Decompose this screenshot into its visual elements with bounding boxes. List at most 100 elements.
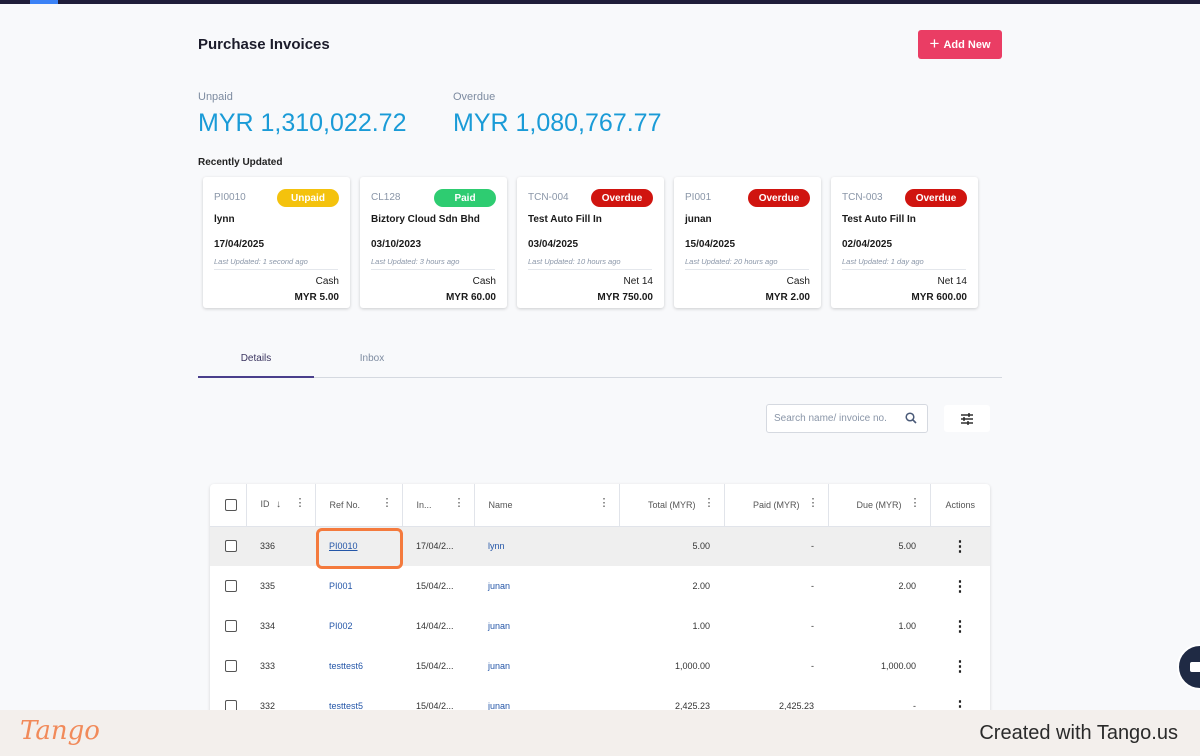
column-label: Name (488, 499, 513, 510)
row-checkbox[interactable] (225, 660, 237, 672)
tango-credit: Created with Tango.us (979, 722, 1178, 744)
cell-total: 1,000.00 (674, 661, 710, 671)
add-new-button[interactable]: + Add New (918, 30, 1002, 59)
column-header-id[interactable]: ID ↓ ⋮ (246, 484, 316, 527)
column-label: Due (MYR) (856, 499, 902, 510)
recent-invoice-card[interactable]: CL128 Paid Biztory Cloud Sdn Bhd 03/10/2… (360, 177, 507, 308)
card-updated: Last Updated: 3 hours ago (371, 257, 495, 270)
cell-name-link[interactable]: junan (488, 661, 511, 671)
table-row[interactable]: 333 testtest6 15/04/2... junan 1,000.00 … (210, 646, 990, 686)
cell-ref-link[interactable]: testtest5 (329, 701, 364, 711)
select-all-checkbox[interactable] (225, 498, 237, 511)
cell-due: 1.00 (898, 621, 916, 631)
card-date: 17/04/2025 (214, 239, 265, 250)
card-name: junan (685, 214, 712, 225)
row-select-cell (210, 606, 246, 646)
cell-paid: - (811, 621, 814, 631)
tango-logo: Tango (20, 716, 100, 746)
sliders-icon (961, 412, 973, 425)
cell-ref-link[interactable]: testtest6 (329, 661, 364, 671)
cell-name-link[interactable]: junan (488, 621, 511, 631)
cell-id: 334 (260, 621, 276, 631)
column-menu-icon[interactable]: ⋮ (807, 497, 819, 509)
card-name: lynn (214, 214, 235, 225)
cell-ref-link[interactable]: PI001 (329, 581, 353, 591)
column-header-total[interactable]: Total (MYR) ⋮ (619, 484, 725, 527)
card-date: 15/04/2025 (685, 239, 736, 250)
cell-paid: - (724, 526, 828, 566)
cell-date: 17/04/2... (402, 526, 474, 566)
chat-widget-button[interactable] (1177, 644, 1200, 690)
cell-due: - (913, 701, 916, 711)
card-name: Test Auto Fill In (528, 214, 602, 225)
row-select-cell (210, 526, 246, 566)
cell-name-link[interactable]: lynn (474, 526, 619, 566)
page-title: Purchase Invoices (198, 36, 330, 53)
column-menu-icon[interactable]: ⋮ (909, 497, 921, 509)
column-label: Ref No. (329, 499, 361, 510)
column-menu-icon[interactable]: ⋮ (703, 497, 715, 509)
card-date: 03/04/2025 (528, 239, 579, 250)
cell-id: 333 (260, 661, 276, 671)
invoice-table: ID ↓ ⋮ Ref No. ⋮ In... ⋮ Name ⋮ Total (MYR) ⋮… (210, 484, 990, 724)
column-header-invoice-date[interactable]: In... ⋮ (402, 484, 475, 527)
row-actions-icon[interactable]: ⋮ (952, 697, 968, 715)
card-term: Cash (315, 276, 339, 287)
row-checkbox[interactable] (225, 620, 237, 632)
column-label: In... (416, 499, 432, 510)
column-header-paid[interactable]: Paid (MYR) ⋮ (724, 484, 829, 527)
row-actions-icon[interactable]: ⋮ (952, 657, 968, 675)
column-header-ref[interactable]: Ref No. ⋮ (315, 484, 403, 527)
recent-invoice-card[interactable]: PI001 Overdue junan 15/04/2025 Last Upda… (674, 177, 821, 308)
cell-due: 2.00 (898, 581, 916, 591)
cell-total: 2.00 (692, 581, 710, 591)
table-row[interactable]: 336 PI0010 17/04/2... lynn 5.00 - 5.00 ⋮ (210, 526, 990, 566)
column-menu-icon[interactable]: ⋮ (598, 497, 610, 509)
cell-name-link[interactable]: junan (488, 701, 511, 711)
cell-ref-link[interactable]: PI002 (329, 621, 353, 631)
row-checkbox[interactable] (225, 580, 237, 592)
cell-id: 336 (246, 526, 315, 566)
search-icon[interactable] (905, 412, 917, 424)
tango-footer: Tango Created with Tango.us (0, 710, 1200, 756)
cell-date: 15/04/2... (416, 661, 454, 671)
column-header-due[interactable]: Due (MYR) ⋮ (828, 484, 931, 527)
overdue-summary: Overdue MYR 1,080,767.77 (453, 91, 661, 138)
recent-invoice-card[interactable]: TCN-004 Overdue Test Auto Fill In 03/04/… (517, 177, 664, 308)
column-menu-icon[interactable]: ⋮ (294, 497, 306, 509)
cell-total: 1.00 (692, 621, 710, 631)
cell-name-link[interactable]: junan (488, 581, 511, 591)
column-label: ID (260, 499, 270, 510)
card-total: MYR 600.00 (911, 292, 967, 303)
row-select-cell (210, 566, 246, 606)
recent-invoice-card[interactable]: TCN-003 Overdue Test Auto Fill In 02/04/… (831, 177, 978, 308)
card-ref: TCN-004 (528, 192, 569, 203)
row-actions-icon[interactable]: ⋮ (952, 617, 968, 635)
unpaid-amount: MYR 1,310,022.72 (198, 109, 407, 137)
chat-icon (1190, 662, 1200, 672)
search-input[interactable] (766, 404, 928, 433)
tab-inbox[interactable]: Inbox (359, 353, 385, 364)
top-bar-accent (30, 0, 58, 4)
tab-bar: Details Inbox (198, 353, 1002, 378)
table-row[interactable]: 332 testtest5 15/04/2... junan 2,425.23 … (210, 686, 990, 724)
status-badge: Unpaid (277, 189, 339, 207)
column-menu-icon[interactable]: ⋮ (381, 497, 393, 509)
sort-desc-icon[interactable]: ↓ (276, 499, 282, 511)
tab-details[interactable]: Details (198, 353, 314, 378)
row-checkbox[interactable] (225, 540, 237, 553)
cell-ref-link[interactable]: PI0010 (315, 526, 402, 566)
filter-button[interactable] (944, 405, 990, 432)
status-badge: Overdue (591, 189, 653, 207)
cell-paid: - (811, 661, 814, 671)
table-row[interactable]: 335 PI001 15/04/2... junan 2.00 - 2.00 ⋮ (210, 566, 990, 606)
row-actions-icon[interactable]: ⋮ (930, 526, 990, 566)
row-actions-icon[interactable]: ⋮ (952, 577, 968, 595)
column-header-name[interactable]: Name ⋮ (474, 484, 620, 527)
cell-due: 1,000.00 (880, 661, 916, 671)
recent-invoice-card[interactable]: PI0010 Unpaid lynn 17/04/2025 Last Updat… (203, 177, 350, 308)
table-row[interactable]: 334 PI002 14/04/2... junan 1.00 - 1.00 ⋮ (210, 606, 990, 646)
column-menu-icon[interactable]: ⋮ (453, 497, 465, 509)
overdue-label: Overdue (453, 91, 496, 103)
recent-cards: PI0010 Unpaid lynn 17/04/2025 Last Updat… (203, 177, 978, 308)
